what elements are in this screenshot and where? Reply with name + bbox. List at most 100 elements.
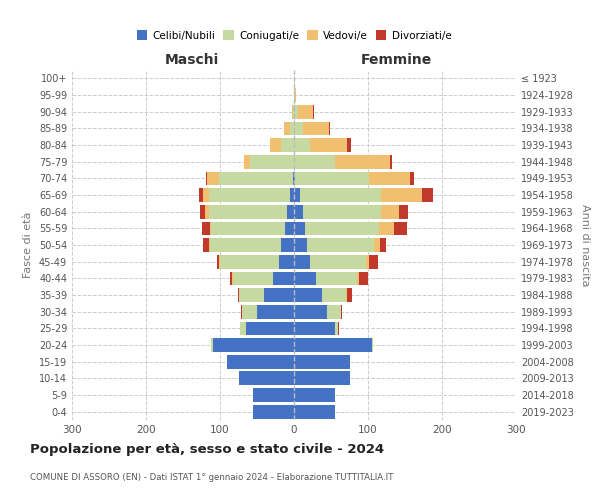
- Bar: [203, 238, 209, 252]
- Bar: [322, 288, 346, 302]
- Bar: [370, 172, 410, 185]
- Bar: [294, 188, 300, 202]
- Text: COMUNE DI ASSORO (EN) - Dati ISTAT 1° gennaio 2024 - Elaborazione TUTTITALIA.IT: COMUNE DI ASSORO (EN) - Dati ISTAT 1° ge…: [30, 472, 394, 482]
- Bar: [246, 322, 294, 335]
- Bar: [335, 155, 390, 168]
- Bar: [218, 172, 293, 185]
- Bar: [294, 388, 335, 402]
- Bar: [294, 372, 349, 385]
- Bar: [217, 255, 219, 268]
- Bar: [303, 122, 329, 135]
- Bar: [230, 272, 232, 285]
- Bar: [294, 305, 328, 318]
- Bar: [294, 88, 295, 102]
- Bar: [294, 338, 372, 352]
- Bar: [287, 205, 294, 218]
- Bar: [294, 122, 303, 135]
- Bar: [374, 238, 380, 252]
- Bar: [422, 188, 433, 202]
- Bar: [357, 272, 359, 285]
- Bar: [380, 238, 386, 252]
- Bar: [285, 222, 294, 235]
- Bar: [239, 372, 294, 385]
- Bar: [380, 205, 399, 218]
- Bar: [293, 105, 294, 118]
- Bar: [209, 188, 290, 202]
- Bar: [211, 238, 281, 252]
- Bar: [233, 272, 273, 285]
- Bar: [219, 255, 220, 268]
- Legend: Celibi/Nubili, Coniugati/e, Vedovi/e, Divorziati/e: Celibi/Nubili, Coniugati/e, Vedovi/e, Di…: [133, 26, 455, 45]
- Bar: [199, 188, 203, 202]
- Bar: [298, 105, 313, 118]
- Bar: [202, 222, 209, 235]
- Bar: [209, 222, 211, 235]
- Bar: [206, 172, 208, 185]
- Bar: [208, 172, 218, 185]
- Bar: [341, 305, 342, 318]
- Bar: [307, 238, 374, 252]
- Bar: [293, 172, 294, 185]
- Bar: [370, 255, 379, 268]
- Bar: [359, 272, 368, 285]
- Bar: [294, 222, 305, 235]
- Bar: [209, 205, 287, 218]
- Bar: [292, 105, 293, 118]
- Y-axis label: Fasce di età: Fasce di età: [23, 212, 33, 278]
- Bar: [281, 238, 294, 252]
- Bar: [294, 205, 303, 218]
- Bar: [220, 255, 279, 268]
- Bar: [347, 288, 352, 302]
- Bar: [290, 122, 294, 135]
- Bar: [240, 322, 246, 335]
- Bar: [269, 138, 281, 152]
- Bar: [211, 222, 285, 235]
- Bar: [294, 322, 335, 335]
- Bar: [211, 338, 212, 352]
- Bar: [316, 272, 357, 285]
- Bar: [250, 155, 294, 168]
- Bar: [294, 405, 335, 418]
- Bar: [303, 205, 380, 218]
- Bar: [241, 305, 242, 318]
- Bar: [294, 105, 298, 118]
- Bar: [366, 255, 370, 268]
- Bar: [294, 172, 295, 185]
- Bar: [372, 338, 373, 352]
- Bar: [253, 388, 294, 402]
- Bar: [209, 238, 211, 252]
- Bar: [305, 222, 379, 235]
- Bar: [242, 305, 257, 318]
- Bar: [382, 188, 422, 202]
- Bar: [281, 138, 294, 152]
- Bar: [257, 305, 294, 318]
- Bar: [253, 405, 294, 418]
- Bar: [227, 355, 294, 368]
- Text: Femmine: Femmine: [361, 52, 432, 66]
- Bar: [294, 272, 316, 285]
- Bar: [200, 205, 205, 218]
- Y-axis label: Anni di nascita: Anni di nascita: [580, 204, 590, 286]
- Bar: [212, 338, 294, 352]
- Bar: [346, 288, 347, 302]
- Text: Maschi: Maschi: [165, 52, 219, 66]
- Bar: [410, 172, 414, 185]
- Bar: [294, 138, 310, 152]
- Bar: [294, 238, 307, 252]
- Bar: [203, 188, 209, 202]
- Bar: [294, 255, 310, 268]
- Bar: [205, 205, 209, 218]
- Bar: [338, 322, 339, 335]
- Bar: [295, 88, 296, 102]
- Bar: [399, 205, 408, 218]
- Bar: [244, 155, 250, 168]
- Bar: [300, 188, 382, 202]
- Bar: [238, 288, 239, 302]
- Bar: [310, 138, 347, 152]
- Bar: [328, 305, 341, 318]
- Bar: [294, 288, 322, 302]
- Bar: [390, 155, 392, 168]
- Bar: [273, 272, 294, 285]
- Bar: [347, 138, 351, 152]
- Bar: [294, 155, 335, 168]
